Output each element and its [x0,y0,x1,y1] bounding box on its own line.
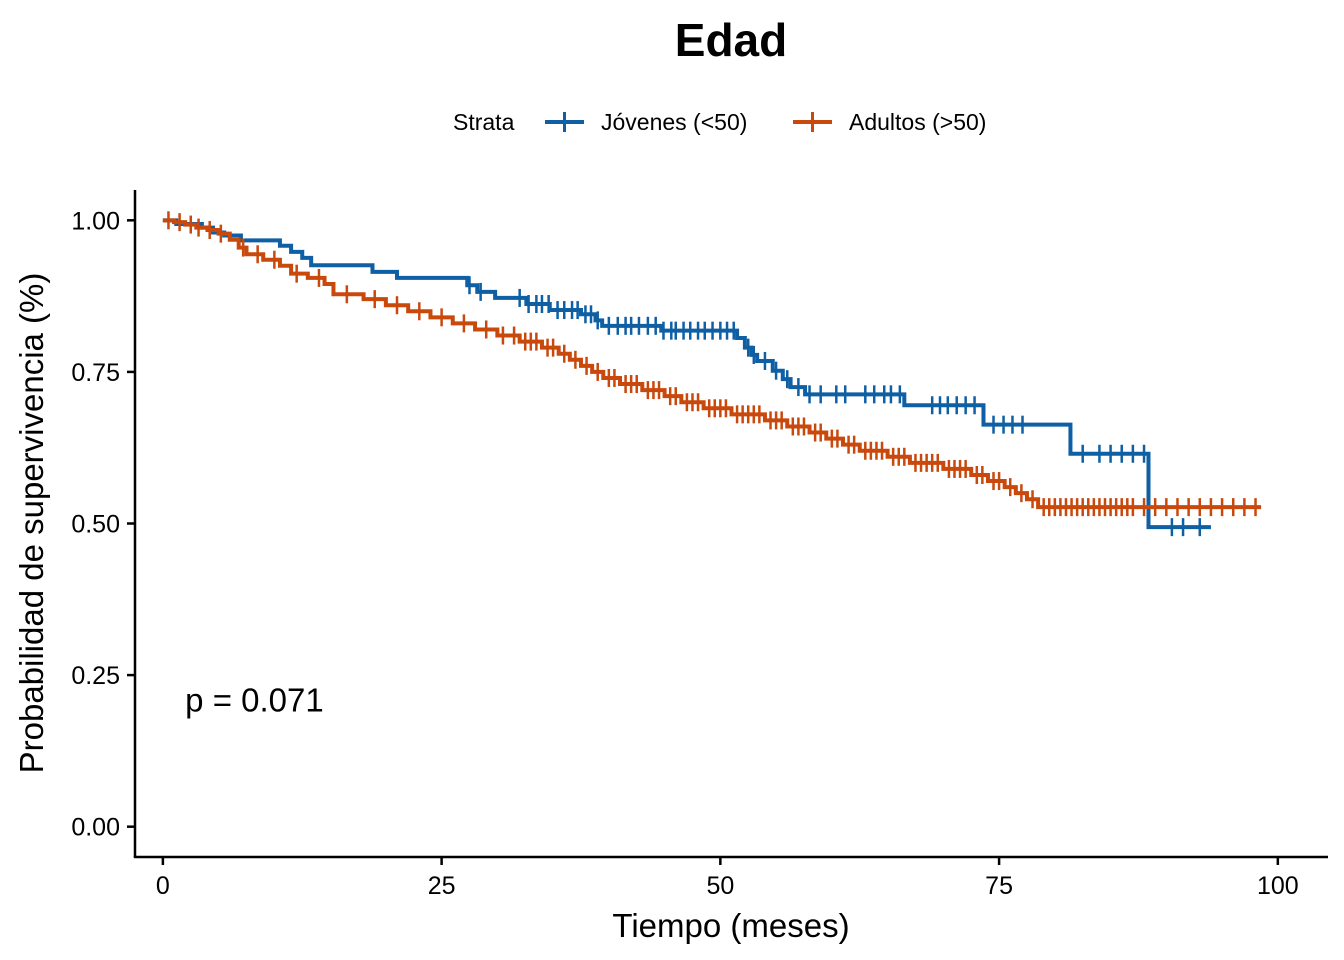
y-tick-label: 0.50 [71,511,120,539]
x-tick-label: 75 [985,872,1013,900]
y-tick-label: 0.75 [71,359,120,387]
y-tick-label: 0.00 [71,814,120,842]
legend: Strata Jóvenes (<50) Adultos (>50) [453,109,986,135]
x-tick-label: 50 [706,872,734,900]
y-tick-label: 1.00 [71,207,120,235]
survival-curve-series-0 [162,218,1211,530]
legend-item-series-0: Jóvenes (<50) [545,109,747,135]
legend-label-series-0: Jóvenes (<50) [601,109,747,135]
x-axis-title: Tiempo (meses) [612,907,849,944]
y-axis-title: Probabilidad de supervivencia (%) [13,273,50,774]
p-value-annotation: p = 0.071 [185,681,324,718]
x-tick-label: 100 [1257,872,1299,900]
chart-title: Edad [675,14,787,66]
x-tick-label: 0 [156,872,170,900]
axes: 0.00 0.25 0.50 0.75 1.00 0 25 50 75 100 [71,190,1328,900]
plot-area [162,211,1262,537]
legend-title: Strata [453,109,515,135]
legend-item-series-1: Adultos (>50) [793,109,986,135]
x-tick-label: 25 [428,872,456,900]
legend-label-series-1: Adultos (>50) [849,109,986,135]
y-tick-label: 0.25 [71,662,120,690]
